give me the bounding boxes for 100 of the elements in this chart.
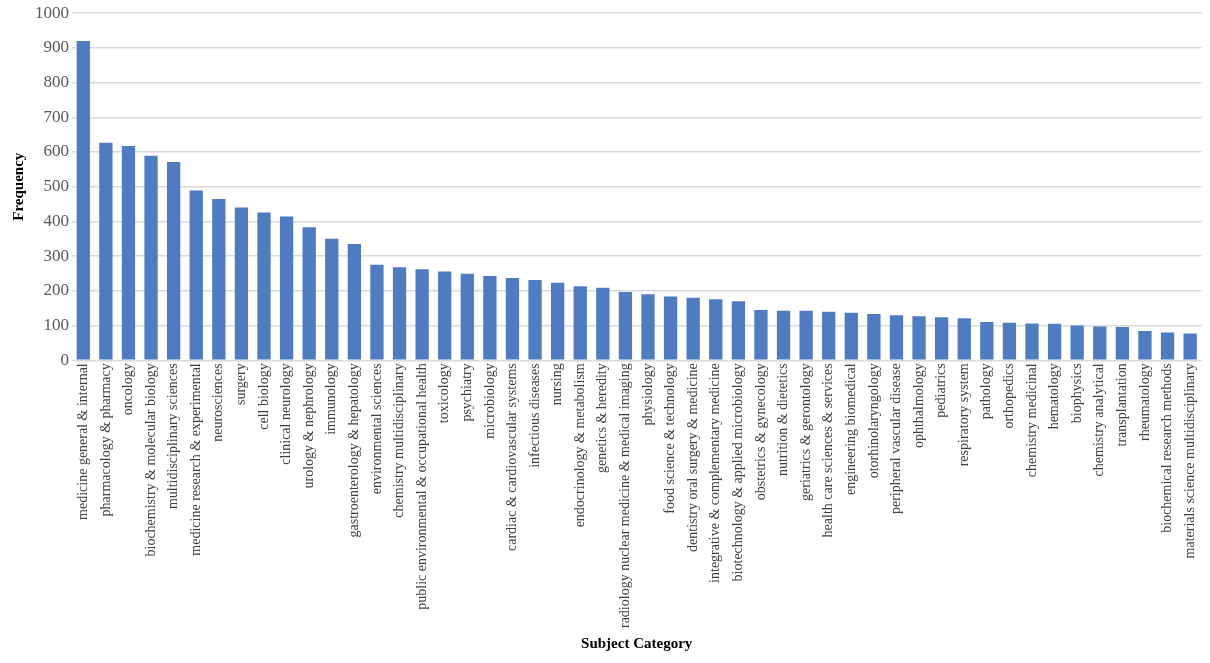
x-tick-label: ophthalmology	[910, 363, 926, 449]
y-tick-label: 0	[60, 349, 69, 369]
y-tick-label: 1000	[35, 2, 69, 22]
x-tick-label: obstetrics & gynecology	[752, 363, 768, 501]
y-tick-label: 700	[43, 106, 69, 126]
bar	[776, 310, 791, 360]
x-tick-label: neurosciences	[210, 363, 226, 442]
bar	[844, 312, 858, 360]
x-axis-title: Subject Category	[581, 634, 693, 651]
x-tick-label: chemistry medicinal	[1023, 363, 1039, 478]
x-tick-label: food science & technology	[662, 363, 678, 514]
bar	[663, 296, 678, 360]
y-axis-title: Frequency	[9, 152, 26, 221]
x-tick-label: dentistry oral surgery & medicine	[684, 363, 700, 552]
x-tick-label: oncology	[120, 363, 136, 416]
bar	[1025, 323, 1039, 360]
y-tick-label: 100	[43, 315, 69, 335]
x-tick-label: biotechnology & applied microbiology	[730, 363, 746, 582]
bar	[596, 287, 610, 360]
x-tick-label: cardiac & cardiovascular systems	[504, 363, 520, 552]
x-tick-label: endocrinology & metabolism	[571, 363, 587, 528]
y-tick-label: 500	[43, 176, 69, 196]
bar	[822, 311, 836, 360]
x-tick-label: biochemistry & molecular biology	[142, 363, 158, 557]
y-tick-label: 900	[43, 37, 69, 57]
x-tick-label: geriatrics & gerontology	[797, 363, 813, 501]
x-tick-label: biochemical research methods	[1159, 363, 1175, 533]
x-tick-label: genetics & heredity	[594, 363, 610, 473]
x-tick-label: pharmacology & pharmacy	[97, 363, 113, 517]
x-tick-label: nursing	[549, 363, 565, 406]
y-tick-label: 200	[43, 280, 69, 300]
x-tick-label: engineering biomedical	[842, 363, 858, 496]
bar	[1183, 333, 1197, 360]
x-tick-label: gastroenterology & hepatology	[346, 363, 362, 538]
bar	[709, 299, 723, 360]
y-tick-label: 600	[43, 141, 69, 161]
x-tick-label: cell biology	[255, 363, 271, 430]
bar	[347, 243, 362, 360]
bar	[731, 301, 746, 360]
bar	[460, 273, 474, 360]
x-tick-label: radiology nuclear medicine & medical imaging	[617, 363, 633, 629]
bar	[392, 267, 407, 360]
x-tick-label: biophysics	[1068, 363, 1084, 424]
x-tick-label: microbiology	[481, 363, 497, 439]
x-tick-label: medicine research & experimental	[187, 363, 203, 556]
x-tick-label: rheumatology	[1136, 363, 1152, 442]
x-tick-label: infectious diseases	[526, 363, 542, 468]
bar	[212, 198, 226, 360]
x-tick-label: psychiatry	[458, 363, 474, 422]
y-tick-label: 800	[43, 72, 69, 92]
bar	[99, 142, 113, 360]
bar	[1002, 322, 1017, 360]
x-tick-label: medicine general & internal	[74, 363, 90, 520]
bar	[1138, 331, 1152, 360]
x-tick-label: public environmental & occupational health	[413, 363, 429, 610]
x-tick-label: integrative & complementary medicine	[707, 363, 723, 583]
x-tick-label: transplantation	[1114, 363, 1130, 447]
bar	[754, 309, 768, 360]
bar	[189, 190, 203, 360]
bar	[641, 294, 655, 360]
x-tick-label: toxicology	[436, 363, 452, 424]
x-tick-label: peripheral vascular disease	[888, 363, 904, 515]
bar	[144, 155, 158, 360]
bar	[370, 264, 384, 360]
bar	[257, 212, 271, 360]
bar	[302, 227, 316, 360]
y-tick-label: 300	[43, 245, 69, 265]
bar	[325, 238, 339, 360]
x-tick-label: physiology	[639, 363, 655, 426]
bar	[505, 278, 520, 360]
x-tick-label: otorhinolaryngology	[865, 363, 881, 479]
bar	[912, 316, 926, 360]
y-tick-label: 400	[43, 210, 69, 230]
bar	[1160, 332, 1175, 360]
bar	[1047, 323, 1062, 360]
bar	[167, 162, 181, 360]
bar	[573, 286, 587, 360]
bar	[551, 282, 565, 360]
bar	[889, 315, 904, 360]
x-tick-label: surgery	[233, 363, 249, 405]
bar	[234, 207, 249, 360]
bar	[867, 314, 881, 360]
bar	[957, 318, 971, 360]
x-tick-label: pathology	[978, 363, 994, 420]
bar	[799, 310, 813, 360]
x-tick-label: pediatrics	[933, 363, 949, 418]
bar	[1115, 326, 1130, 360]
x-tick-label: clinical neurology	[278, 363, 294, 465]
bar	[528, 280, 542, 360]
bar	[438, 271, 452, 360]
x-tick-label: respiratory system	[955, 363, 971, 467]
bar	[76, 40, 90, 360]
x-tick-label: immunology	[323, 363, 339, 435]
x-tick-label: environmental sciences	[368, 363, 384, 495]
x-tick-label: orthopedics	[1001, 363, 1017, 429]
bar	[618, 291, 633, 360]
bar	[935, 317, 949, 360]
x-tick-label: chemistry multidisciplinary	[391, 363, 407, 518]
bar	[279, 216, 294, 360]
bar	[1070, 325, 1084, 360]
